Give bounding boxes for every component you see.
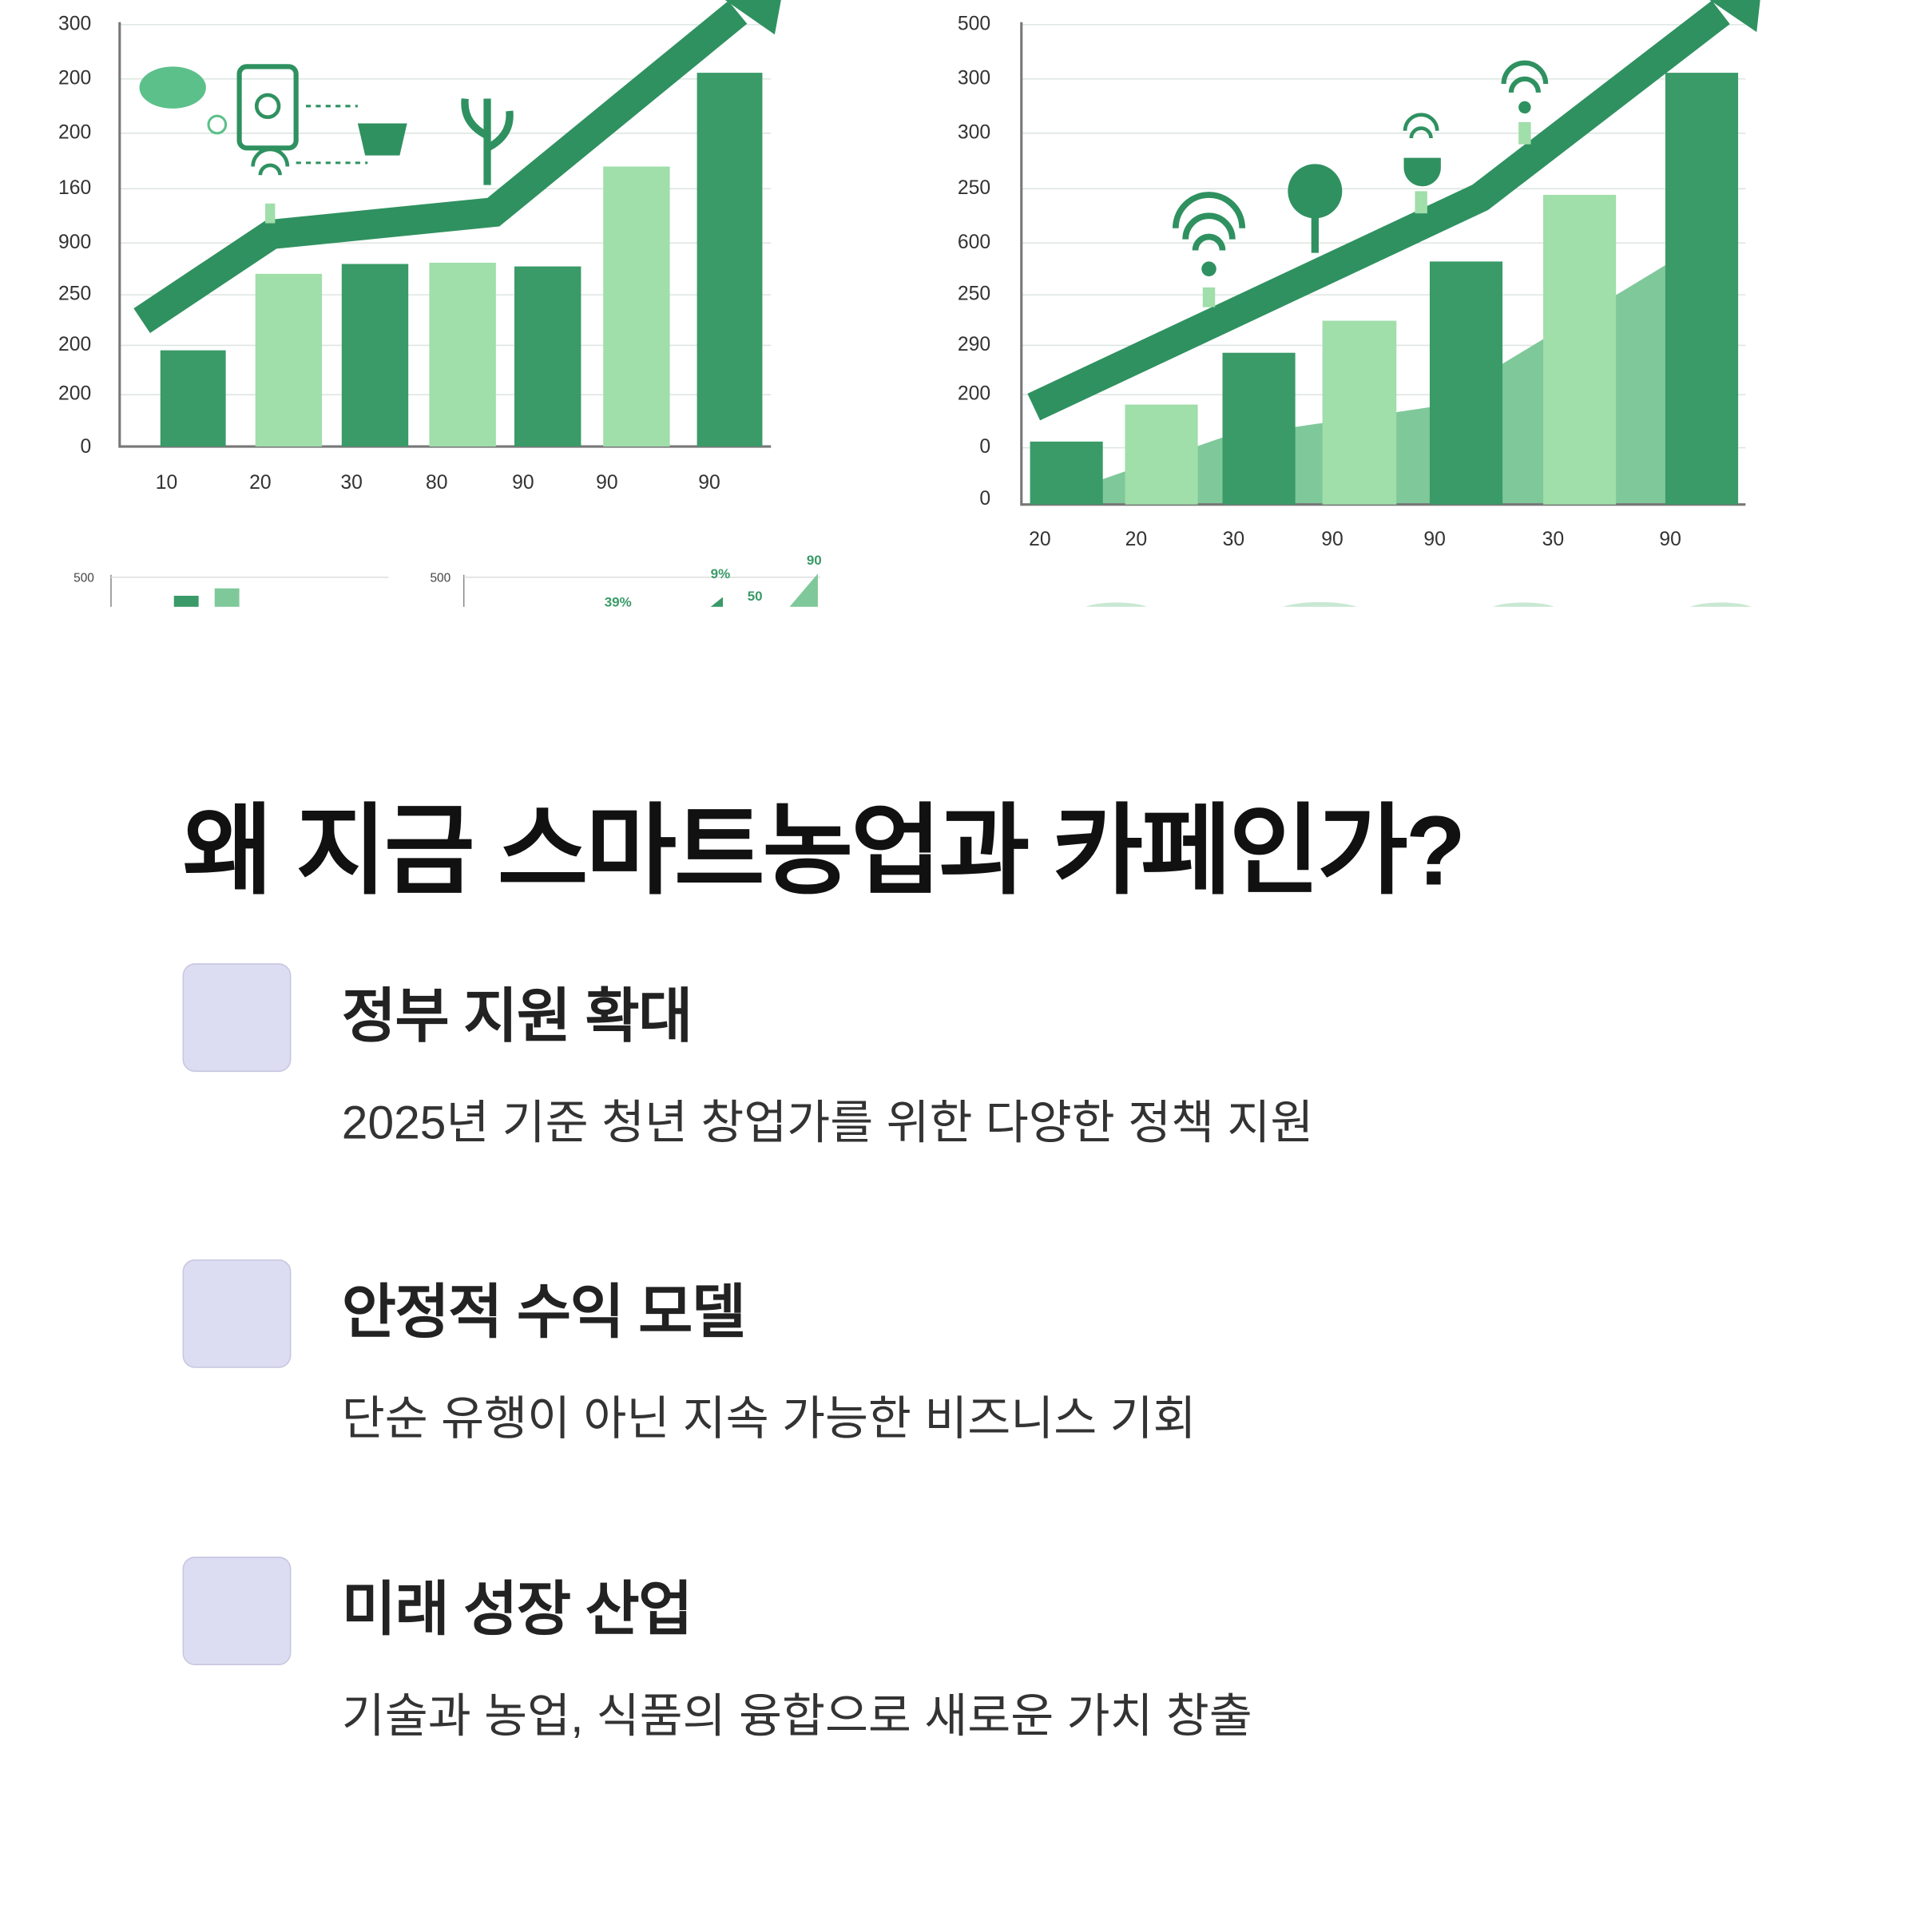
x-tick-label: 10 (156, 472, 177, 494)
x-tick-label: 30 (340, 472, 362, 494)
y-tick-label: 160 (58, 177, 91, 199)
item-description: 2025년 기준 청년 창업가를 위한 다양한 정책 지원 (341, 1097, 1314, 1150)
x-tick-label: 80 (426, 472, 447, 494)
x-tick-label: 90 (698, 472, 720, 494)
y-tick-label: 290 (958, 334, 990, 355)
y-tick-label: 0 (979, 436, 990, 458)
thumbnail-label: 39% (605, 595, 632, 607)
y-tick-label: 200 (58, 334, 91, 355)
y-tick-label: 600 (958, 232, 990, 253)
y-tick-label: 300 (958, 121, 990, 143)
x-tick-label: 90 (1423, 529, 1445, 550)
y-tick-label: 0 (81, 436, 92, 458)
x-tick-label: 90 (1321, 529, 1343, 550)
x-tick-label: 90 (596, 472, 617, 494)
y-tick-label: 250 (58, 284, 91, 305)
x-tick-label: 90 (512, 472, 534, 494)
y-tick-label: 200 (58, 383, 91, 405)
thumbnail-label: 500 (73, 571, 94, 585)
heading: 왜 지금 스마트농업과 카페인가? (182, 795, 1467, 906)
icon-box (182, 1259, 292, 1368)
y-tick-label: 300 (58, 13, 91, 34)
y-tick-label: 200 (58, 121, 91, 143)
item-title: 정부 지원 확대 (341, 984, 693, 1050)
y-tick-label: 300 (958, 67, 990, 89)
x-tick-label: 20 (1125, 529, 1147, 550)
right-chart-art (1020, 0, 1760, 506)
y-tick-label: 500 (958, 13, 990, 34)
y-tick-label: 900 (58, 232, 91, 253)
icon-box (182, 1557, 292, 1665)
item-title: 안정적 수익 모델 (341, 1280, 746, 1346)
feature-item: 미래 성장 산업 기술과 농업, 식품의 융합으로 새로운 가치 창출 (182, 1557, 1663, 1767)
y-tick-label: 200 (58, 67, 91, 89)
x-tick-label: 20 (1029, 529, 1050, 550)
thumbnail-label: 500 (430, 571, 450, 585)
x-tick-label: 20 (249, 472, 271, 494)
y-tick-label: 250 (958, 284, 990, 305)
icon-box (182, 963, 292, 1073)
x-tick-label: 90 (1659, 529, 1681, 550)
thumbnail-label: 90 (807, 553, 822, 568)
item-description: 기술과 농업, 식품의 융합으로 새로운 가치 창출 (341, 1691, 1252, 1744)
x-tick-label: 30 (1542, 529, 1564, 550)
item-title: 미래 성장 산업 (341, 1577, 693, 1644)
feature-item: 정부 지원 확대 2025년 기준 청년 창업가를 위한 다양한 정책 지원 (182, 963, 1663, 1173)
x-tick-label: 30 (1223, 529, 1244, 550)
left-chart-art (118, 0, 781, 448)
thumbnail-label: 9% (711, 566, 731, 581)
feature-item: 안정적 수익 모델 단순 유행이 아닌 지속 가능한 비즈니스 기회 (182, 1259, 1663, 1470)
y-tick-label: 250 (958, 177, 990, 199)
item-description: 단순 유행이 아닌 지속 가능한 비즈니스 기회 (341, 1394, 1197, 1446)
thumbnail-label: 50 (748, 589, 763, 604)
thumbnail-art (110, 573, 1752, 607)
y-tick-label: 200 (958, 383, 990, 405)
y-tick-label: 0 (979, 488, 990, 510)
